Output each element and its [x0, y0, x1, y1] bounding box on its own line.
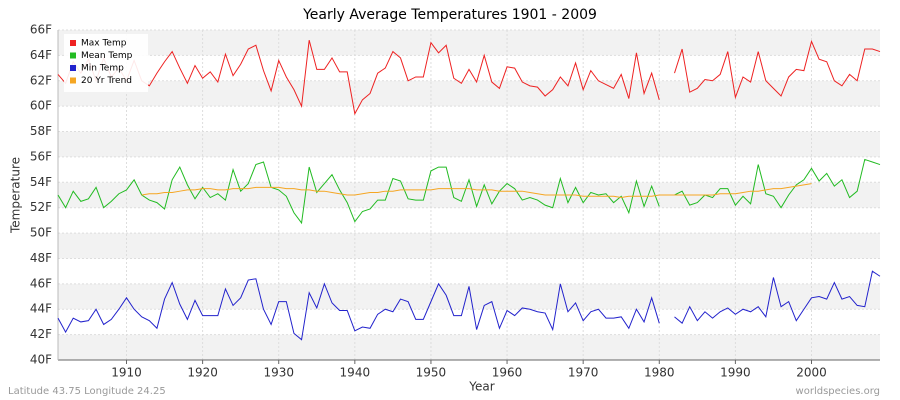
- plot-band: [58, 131, 880, 157]
- x-tick-label: 1970: [568, 366, 599, 380]
- y-tick-label: 64F: [30, 48, 52, 62]
- y-tick-label: 50F: [30, 226, 52, 240]
- y-tick-label: 42F: [30, 327, 52, 341]
- x-tick-label: 1950: [416, 366, 447, 380]
- legend-box: [64, 34, 148, 92]
- plot-band: [58, 233, 880, 259]
- legend-swatch: [70, 40, 76, 46]
- x-tick-label: 2000: [796, 366, 827, 380]
- plot-band: [58, 156, 880, 183]
- x-tick-label: 1920: [187, 366, 218, 380]
- y-tick-label: 62F: [30, 73, 52, 87]
- plot-band: [58, 334, 880, 360]
- x-tick-label: 1990: [720, 366, 751, 380]
- y-tick-label: 60F: [30, 99, 52, 113]
- y-tick-label: 40F: [30, 353, 52, 367]
- x-tick-label: 1980: [644, 366, 675, 380]
- y-tick-label: 54F: [30, 175, 52, 189]
- y-axis-label: Temperature: [9, 157, 23, 234]
- series-line: [57, 158, 881, 225]
- plot-band: [58, 258, 880, 284]
- legend-swatch: [70, 52, 76, 59]
- y-tick-label: 44F: [30, 302, 52, 316]
- y-tick-label: 52F: [30, 200, 52, 214]
- x-tick-label: 1930: [263, 366, 294, 380]
- y-tick-label: 48F: [30, 251, 52, 265]
- plot-band: [58, 30, 880, 56]
- plot-band: [58, 309, 880, 335]
- x-tick-label: 1940: [340, 366, 371, 380]
- series-line: [57, 270, 881, 341]
- legend-label: 20 Yr Trend: [81, 76, 132, 86]
- plot-band: [58, 207, 880, 234]
- series-line: [57, 39, 881, 116]
- x-axis-label: Year: [468, 380, 494, 394]
- legend-swatch: [70, 65, 76, 71]
- legend-label: Max Temp: [81, 39, 127, 49]
- y-tick-label: 66F: [30, 23, 52, 37]
- x-tick-label: 1960: [492, 366, 523, 380]
- legend-label: Min Temp: [81, 64, 124, 74]
- chart-title: Yearly Average Temperatures 1901 - 2009: [302, 7, 597, 23]
- series-line: [141, 183, 812, 199]
- y-tick-label: 56F: [30, 149, 52, 163]
- legend-swatch: [70, 77, 76, 84]
- plot-band: [58, 80, 880, 107]
- footer-left: Latitude 43.75 Longitude 24.25: [8, 386, 166, 397]
- legend-label: Mean Temp: [81, 51, 133, 61]
- y-tick-label: 46F: [30, 276, 52, 290]
- plot-band: [58, 106, 880, 132]
- x-tick-label: 1910: [111, 366, 142, 380]
- y-tick-label: 58F: [30, 124, 52, 138]
- footer-right: worldspecies.org: [796, 386, 880, 397]
- plot-band: [58, 182, 880, 208]
